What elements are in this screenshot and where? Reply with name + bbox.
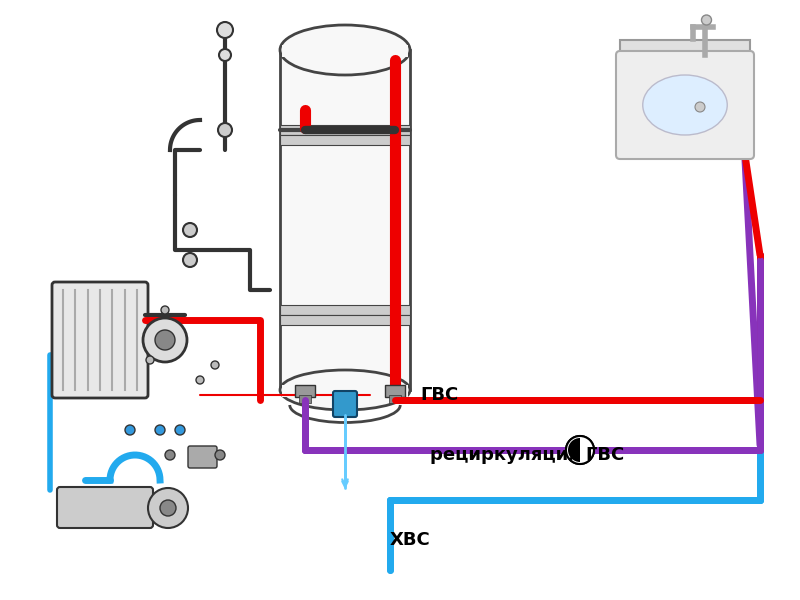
Bar <box>295 385 315 397</box>
FancyBboxPatch shape <box>52 282 148 398</box>
Ellipse shape <box>280 25 410 75</box>
Circle shape <box>217 22 233 38</box>
Bar <box>280 50 410 390</box>
Text: рециркуляция ГВС: рециркуляция ГВС <box>430 446 624 464</box>
Circle shape <box>125 425 135 435</box>
Circle shape <box>218 123 232 137</box>
Text: ГВС: ГВС <box>420 386 458 404</box>
Bar <box>280 135 410 145</box>
Bar <box>389 395 401 403</box>
Circle shape <box>566 436 594 464</box>
Bar <box>299 395 311 403</box>
Bar <box>385 385 405 397</box>
Circle shape <box>146 356 154 364</box>
Circle shape <box>183 223 197 237</box>
Circle shape <box>155 330 175 350</box>
Circle shape <box>702 15 711 25</box>
Ellipse shape <box>642 75 727 135</box>
Circle shape <box>196 376 204 384</box>
Circle shape <box>143 318 187 362</box>
Bar <box>280 315 410 325</box>
Bar <box>282 385 408 397</box>
FancyBboxPatch shape <box>188 446 217 468</box>
Circle shape <box>160 500 176 516</box>
Circle shape <box>161 306 169 314</box>
Circle shape <box>215 450 225 460</box>
Circle shape <box>148 488 188 528</box>
Text: ХВС: ХВС <box>390 531 430 549</box>
Circle shape <box>695 102 705 112</box>
Circle shape <box>211 361 219 369</box>
FancyBboxPatch shape <box>616 51 754 159</box>
FancyBboxPatch shape <box>57 487 153 528</box>
Circle shape <box>183 253 197 267</box>
Circle shape <box>566 436 594 464</box>
Wedge shape <box>568 438 580 462</box>
Bar <box>282 45 408 57</box>
Bar <box>280 305 410 315</box>
Circle shape <box>219 49 231 61</box>
FancyBboxPatch shape <box>333 391 357 417</box>
Circle shape <box>165 450 175 460</box>
Ellipse shape <box>280 370 410 410</box>
Bar <box>280 125 410 135</box>
Circle shape <box>175 425 185 435</box>
Wedge shape <box>568 438 580 462</box>
Bar <box>620 40 750 58</box>
Circle shape <box>155 425 165 435</box>
